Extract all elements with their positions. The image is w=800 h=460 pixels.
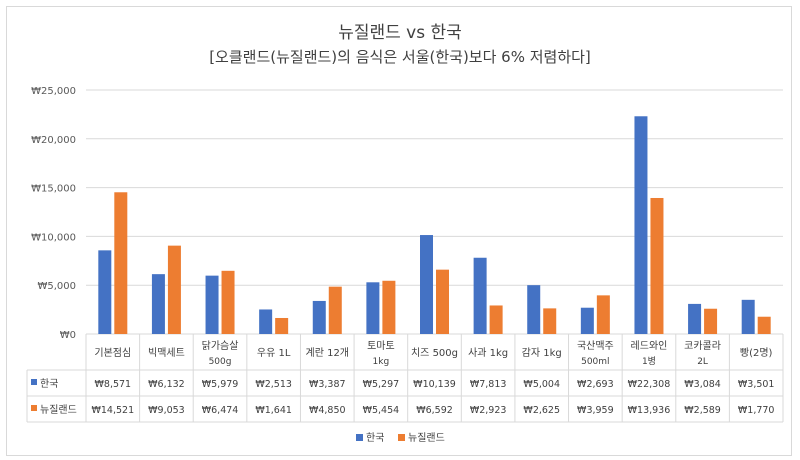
y-tick-label: ₩15,000 <box>31 184 76 195</box>
bar-newzealand <box>489 305 503 334</box>
data-label: ₩3,501 <box>738 379 775 390</box>
y-tick-label: ₩20,000 <box>31 135 76 146</box>
bar-korea <box>259 309 273 334</box>
y-tick-label: ₩5,000 <box>37 281 76 292</box>
data-label: ₩7,813 <box>470 379 507 390</box>
data-label: ₩5,979 <box>202 379 239 390</box>
category-label: 1kg <box>373 357 390 367</box>
data-label: ₩2,589 <box>684 405 721 416</box>
bar-newzealand <box>382 280 396 334</box>
data-label: ₩2,513 <box>255 379 292 390</box>
data-label: ₩3,959 <box>577 405 614 416</box>
data-label: ₩6,592 <box>416 405 453 416</box>
data-label: ₩8,571 <box>95 379 132 390</box>
data-label: ₩5,454 <box>363 405 400 416</box>
bar-korea <box>205 275 219 334</box>
category-label: 500ml <box>581 357 609 367</box>
y-tick-label: ₩0 <box>60 330 76 341</box>
y-tick-label: ₩25,000 <box>31 86 76 97</box>
chart-title: 뉴질랜드 vs 한국 <box>338 23 462 43</box>
category-label: 빅맥세트 <box>148 347 185 359</box>
legend-label: 뉴질랜드 <box>408 432 445 444</box>
category-label: 2L <box>697 357 708 367</box>
bar-korea <box>634 116 648 334</box>
bar-korea <box>688 303 702 334</box>
bar-newzealand <box>596 295 610 334</box>
bar-korea <box>98 250 112 334</box>
category-label: 치즈 500g <box>411 347 458 359</box>
table-legend-swatch <box>31 379 37 385</box>
category-label: 500g <box>209 357 232 367</box>
bar-korea <box>366 282 380 334</box>
category-label: 계란 12개 <box>306 347 350 359</box>
category-label: 토마토 <box>367 340 395 352</box>
data-label: ₩3,387 <box>309 379 346 390</box>
category-label: 기본점심 <box>94 347 131 359</box>
bar-korea <box>420 235 433 334</box>
legend-label: 한국 <box>366 432 384 444</box>
legend-swatch-newzealand <box>398 434 405 441</box>
bar-korea <box>473 257 487 334</box>
data-label: ₩2,923 <box>470 405 507 416</box>
category-label: 닭가슴살 <box>202 340 239 352</box>
bar-newzealand <box>114 192 128 334</box>
bar-korea <box>151 274 165 334</box>
chart-subtitle: [오클랜드(뉴질랜드)의 음식은 서울(한국)보다 6% 저렴하다] <box>209 48 591 66</box>
data-label: ₩3,084 <box>684 379 721 390</box>
data-label: ₩2,693 <box>577 379 614 390</box>
y-tick-label: ₩10,000 <box>31 232 76 243</box>
category-label: 감자 1kg <box>522 347 562 359</box>
bar-newzealand <box>221 270 235 334</box>
bar-korea <box>741 299 755 334</box>
data-label: ₩4,850 <box>309 405 346 416</box>
bar-korea <box>580 307 594 334</box>
category-label: 레드와인 <box>631 340 668 352</box>
data-label: ₩5,004 <box>523 379 560 390</box>
category-label: 사과 1kg <box>468 347 508 359</box>
category-label: 코카콜라 <box>684 340 721 352</box>
legend-swatch-korea <box>356 434 363 441</box>
data-label: ₩2,625 <box>523 405 560 416</box>
bar-newzealand <box>543 308 557 334</box>
category-label: 빵(2명) <box>740 347 773 359</box>
bar-newzealand <box>650 197 664 334</box>
bar-newzealand <box>757 316 771 334</box>
data-label: ₩22,308 <box>628 379 671 390</box>
bar-newzealand <box>436 269 449 334</box>
data-label: ₩9,053 <box>148 405 185 416</box>
bar-newzealand <box>328 286 342 334</box>
bar-newzealand <box>704 308 718 334</box>
table-series-name: 뉴질랜드 <box>40 404 77 416</box>
data-label: ₩10,139 <box>413 379 456 390</box>
category-label: 우유 1L <box>257 347 291 359</box>
data-label: ₩13,936 <box>628 405 671 416</box>
data-label: ₩6,474 <box>202 405 239 416</box>
data-label: ₩5,297 <box>363 379 400 390</box>
bar-newzealand <box>275 317 289 334</box>
table-series-name: 한국 <box>40 378 58 390</box>
data-label: ₩1,770 <box>738 405 775 416</box>
bar-korea <box>527 285 541 334</box>
data-label: ₩6,132 <box>148 379 185 390</box>
table-legend-swatch <box>31 405 37 411</box>
category-label: 1병 <box>642 356 656 367</box>
bar-newzealand <box>167 245 181 334</box>
data-label: ₩1,641 <box>255 405 292 416</box>
data-label: ₩14,521 <box>91 405 134 416</box>
category-label: 국산맥주 <box>577 340 614 352</box>
bar-korea <box>312 300 326 334</box>
